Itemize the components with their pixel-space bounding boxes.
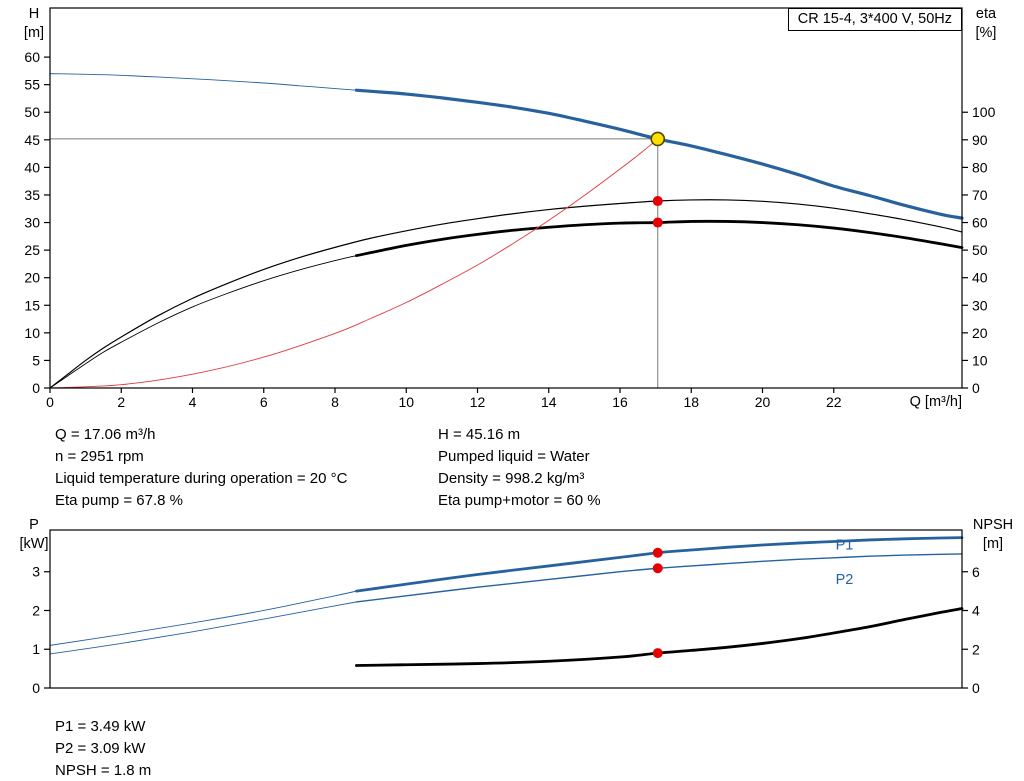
y-right-tick-label: 0 [972, 380, 980, 396]
p1-curve-thin [49, 590, 357, 646]
h-axis-name: H [28, 6, 40, 22]
p2-curve-thin [49, 601, 357, 655]
y-right-tick-label: 2 [972, 641, 980, 657]
npsh-axis-unit: [m] [982, 536, 1004, 552]
y-right-tick-label: 60 [972, 215, 988, 231]
info-row-q: Q = 17.06 m³/h [55, 426, 156, 443]
y-left-tick-label: 25 [24, 242, 40, 258]
npsh-axis-label: NPSH [m] [964, 516, 1022, 554]
x-tick-label: 0 [46, 394, 54, 410]
x-tick-label: 2 [117, 394, 125, 410]
y-left-tick-label: 5 [32, 352, 40, 368]
info-row-h: H = 45.16 m [438, 426, 521, 443]
info-row-liquid-temp: Liquid temperature during operation = 20… [55, 470, 348, 487]
x-tick-label: 10 [398, 394, 414, 410]
npsh-dot [652, 648, 663, 659]
y-left-tick-label: 1 [32, 641, 40, 657]
x-tick-label: 16 [612, 394, 628, 410]
info-row-npsh: NPSH = 1.8 m [55, 762, 152, 779]
npsh-axis-name: NPSH [972, 517, 1014, 533]
y-right-tick-label: 4 [972, 603, 980, 619]
y-right-tick-label: 80 [972, 159, 988, 175]
y-right-tick-label: 100 [972, 104, 996, 120]
p1-curve [354, 536, 964, 593]
y-left-tick-label: 15 [24, 297, 40, 313]
power-data: P1 = 3.49 kW P2 = 3.09 kW NPSH = 1.8 m [55, 716, 151, 781]
info-row-n: n = 2951 rpm [55, 448, 144, 465]
p1-label: P1 [836, 537, 854, 553]
eta-pump-motor-thin [49, 255, 357, 389]
x-tick-label: 4 [189, 394, 197, 410]
y-right-tick-label: 40 [972, 270, 988, 286]
x-tick-label: 8 [331, 394, 339, 410]
y-left-tick-label: 60 [24, 49, 40, 65]
y-left-tick-label: 0 [32, 680, 40, 696]
p2-label: P2 [836, 572, 854, 588]
x-tick-label: 18 [683, 394, 699, 410]
y-right-tick-label: 50 [972, 242, 988, 258]
y-left-tick-label: 35 [24, 187, 40, 203]
y-right-tick-label: 70 [972, 187, 988, 203]
y-left-tick-label: 40 [24, 159, 40, 175]
y-left-tick-label: 45 [24, 132, 40, 148]
y-right-tick-label: 30 [972, 297, 988, 313]
info-row-density: Density = 998.2 kg/m³ [438, 470, 585, 487]
x-tick-label: 12 [470, 394, 486, 410]
h-axis-label: H [m] [10, 5, 58, 43]
y-left-tick-label: 30 [24, 215, 40, 231]
p2-curve [355, 553, 963, 603]
eta-pump-motor-dot [652, 217, 663, 228]
y-right-tick-label: 0 [972, 680, 980, 696]
x-tick-label: 6 [260, 394, 268, 410]
info-row-pumped-liquid: Pumped liquid = Water [438, 448, 590, 465]
y-right-tick-label: 20 [972, 325, 988, 341]
p1-dot [652, 547, 663, 558]
y-left-tick-label: 55 [24, 77, 40, 93]
eta-axis-label: eta [%] [962, 5, 1010, 43]
x-tick-label: 14 [541, 394, 557, 410]
p-axis-unit: [kW] [19, 536, 49, 552]
eta-pump-dot [652, 196, 663, 207]
eta-pump-curve [49, 199, 963, 389]
eta-axis-name: eta [975, 6, 997, 22]
info-row-eta-pump: Eta pump = 67.8 % [55, 492, 183, 509]
eta-pump-motor-curve [354, 219, 964, 258]
y-left-tick-label: 10 [24, 325, 40, 341]
plot-border [49, 7, 963, 389]
hq-chart: 0 2 4 6 8 10 12 14 16 18 20 22 0 5 10 15 20 25 30 35 40 45 50 5… [24, 7, 996, 410]
h-axis-unit: [m] [23, 25, 45, 41]
y-left-tick-label: 50 [24, 104, 40, 120]
y-left-tick-label: 3 [32, 564, 40, 580]
p2-dot [652, 563, 663, 574]
x-tick-label: 22 [826, 394, 842, 410]
y-left-tick-label: 2 [32, 602, 40, 618]
info-row-p2: P2 = 3.09 kW [55, 740, 146, 757]
y-right-tick-label: 10 [972, 352, 988, 368]
duty-point [650, 131, 666, 147]
info-row-p1: P1 = 3.49 kW [55, 718, 146, 735]
system-curve [49, 138, 659, 389]
y-left-tick-label: 20 [24, 270, 40, 286]
head-curve [354, 88, 964, 220]
head-curve-thin [49, 73, 357, 91]
y-right-tick-label: 6 [972, 564, 980, 580]
y-right-tick-label: 90 [972, 132, 988, 148]
p-axis-name: P [29, 517, 39, 533]
info-row-eta-pump-motor: Eta pump+motor = 60 % [438, 492, 601, 509]
pump-title-box: CR 15-4, 3*400 V, 50Hz [787, 8, 962, 31]
eta-axis-unit: [%] [975, 25, 997, 41]
power-npsh-chart: 0 1 2 3 0 2 4 6 P1 P2 [32, 529, 980, 696]
y-left-tick-label: 0 [32, 380, 40, 396]
x-tick-label: 20 [755, 394, 771, 410]
plot-border [49, 529, 963, 689]
operating-data-left: Q = 17.06 m³/h n = 2951 rpm Liquid tempe… [55, 424, 347, 512]
operating-data-right: H = 45.16 m Pumped liquid = Water Densit… [438, 424, 601, 512]
p-axis-label: P [kW] [10, 516, 58, 554]
npsh-curve [354, 607, 964, 667]
q-axis-label: Q [m³/h] [909, 394, 962, 410]
